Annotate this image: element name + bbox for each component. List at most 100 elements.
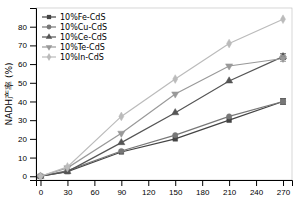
tick: 0 — [23, 172, 36, 181]
tick: 60 — [18, 60, 36, 69]
tick-label: 80 — [18, 23, 27, 32]
error-bar — [280, 99, 286, 105]
tick-label: 90 — [117, 188, 126, 197]
tick-label: 180 — [196, 188, 210, 197]
marker — [226, 114, 231, 119]
legend-symbol — [46, 45, 52, 51]
marks — [37, 15, 287, 180]
tick-mark — [30, 64, 36, 65]
tick-label: 10 — [18, 154, 27, 163]
tick: 20 — [18, 135, 36, 144]
legend-symbol — [47, 53, 52, 61]
marker — [226, 77, 233, 83]
tick: 0 — [39, 180, 44, 197]
tick: 10 — [18, 154, 36, 163]
tick: 210 — [223, 180, 237, 197]
tick-mark — [283, 180, 284, 186]
marker — [226, 64, 233, 70]
tick-mark — [30, 45, 36, 46]
marker — [65, 163, 70, 172]
marker — [280, 15, 285, 24]
line — [40, 101, 283, 176]
y-axis: 0 10 20 30 40 50 60 70 80 — [18, 9, 36, 182]
tick-mark — [202, 180, 203, 186]
tick-mark — [30, 27, 36, 28]
tick: 30 — [63, 180, 72, 197]
tick-label: 70 — [18, 41, 27, 50]
axis-line — [30, 9, 37, 181]
tick-mark — [229, 180, 230, 186]
tick: 50 — [18, 79, 36, 88]
legend-item: 10%Ce-CdS — [42, 33, 107, 42]
plot: 0 30 60 90 120 150 180 210 240 270 0 10 20 30 40 50 60 70… — [18, 8, 292, 197]
legend-symbol — [46, 33, 52, 39]
tick-mark — [121, 180, 122, 186]
legend-symbol — [47, 25, 52, 30]
tick: 120 — [142, 180, 156, 197]
legend-label: 10%Cu-CdS — [60, 23, 107, 32]
legend: 10%Fe-CdS10%Cu-CdS10%Ce-CdS10%Te-CdS10%I… — [42, 13, 107, 62]
series — [38, 99, 286, 179]
tick-label: 240 — [250, 188, 264, 197]
legend-item: 10%Te-CdS — [42, 43, 105, 52]
legend-item: 10%Cu-CdS — [42, 23, 107, 32]
tick-label: 60 — [18, 60, 27, 69]
series — [38, 15, 286, 180]
tick-mark — [30, 101, 36, 102]
tick: 90 — [117, 180, 126, 197]
tick-mark — [256, 180, 257, 186]
marker — [172, 109, 179, 115]
marker — [280, 99, 285, 104]
tick-label: 210 — [223, 188, 237, 197]
marker — [281, 99, 286, 104]
tick: 150 — [169, 180, 183, 197]
tick-mark — [40, 180, 41, 186]
tick: 30 — [18, 116, 36, 125]
line — [40, 19, 283, 176]
tick-mark — [30, 158, 36, 159]
tick-mark — [30, 176, 36, 177]
legend-item: 10%In-CdS — [42, 53, 104, 62]
tick-mark — [30, 139, 36, 140]
tick: 180 — [196, 180, 210, 197]
marker — [172, 92, 179, 98]
tick-label: 30 — [18, 116, 27, 125]
tick-label: 30 — [63, 188, 72, 197]
marker — [119, 148, 124, 153]
tick-label: 40 — [18, 98, 27, 107]
axis-line — [37, 181, 293, 187]
tick: 270 — [277, 180, 291, 197]
chart: 0 30 60 90 120 150 180 210 240 270 0 10 20 30 40 50 60 70… — [0, 0, 300, 200]
series — [37, 52, 287, 178]
marker — [227, 39, 232, 48]
tick-mark — [30, 83, 36, 84]
tick-label: 0 — [23, 172, 28, 181]
y-axis-title: NADH产率 (%) — [4, 62, 14, 125]
series — [37, 56, 287, 180]
marker — [119, 112, 124, 121]
x-axis: 0 30 60 90 120 150 180 210 240 270 — [37, 180, 293, 197]
legend-item: 10%Fe-CdS — [42, 13, 106, 22]
error-bar-cap — [280, 55, 286, 56]
tick-label: 150 — [169, 188, 183, 197]
marker — [173, 132, 178, 137]
marker — [118, 138, 125, 144]
marker — [38, 172, 43, 180]
tick-mark — [67, 180, 68, 186]
marker — [173, 75, 178, 84]
tick-label: 60 — [90, 188, 99, 197]
tick-label: 0 — [39, 188, 44, 197]
legend-label: 10%Fe-CdS — [60, 13, 106, 22]
legend-label: 10%In-CdS — [60, 53, 104, 62]
tick-mark — [175, 180, 176, 186]
tick-mark — [94, 180, 95, 186]
tick: 80 — [18, 23, 36, 32]
tick-label: 20 — [18, 135, 27, 144]
tick-mark — [30, 120, 36, 121]
legend-label: 10%Te-CdS — [60, 43, 105, 52]
marker — [118, 131, 125, 137]
legend-symbol — [47, 15, 51, 19]
tick: 70 — [18, 41, 36, 50]
legend-label: 10%Ce-CdS — [60, 33, 107, 42]
tick-mark — [148, 180, 149, 186]
